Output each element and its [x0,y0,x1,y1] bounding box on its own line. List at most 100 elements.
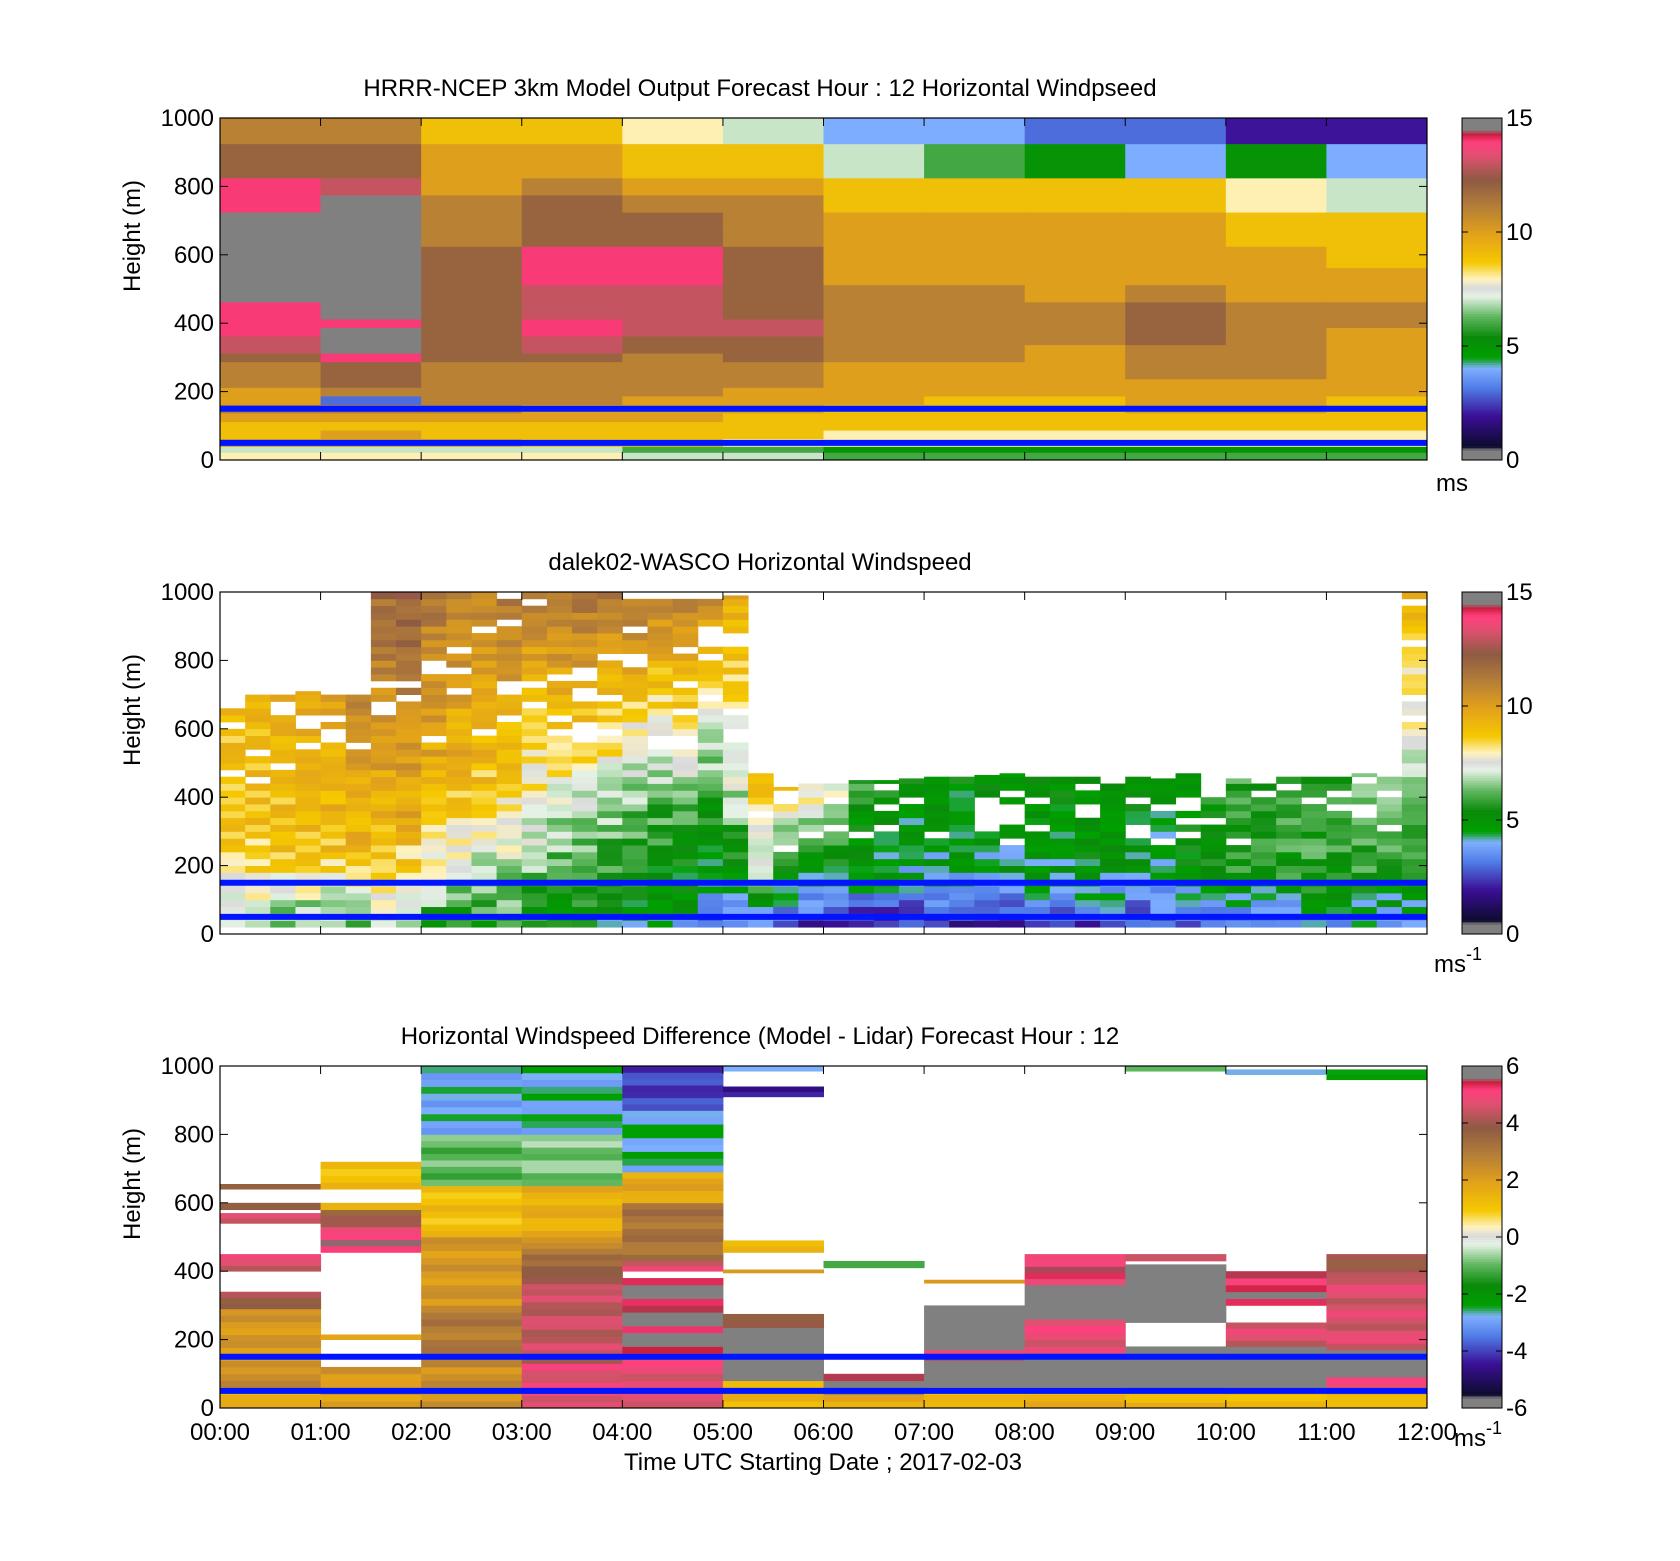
colorbar-swatch [1462,1288,1502,1292]
colorbar-swatch [1462,689,1502,693]
heatmap-cell [370,667,397,675]
heatmap-cell [924,353,1026,363]
heatmap-cell [773,831,799,839]
heatmap-cell [1351,851,1378,860]
heatmap-cell [823,790,850,798]
heatmap-cell [622,776,648,784]
heatmap-cell [245,715,271,723]
heatmap-cell [722,810,749,819]
heatmap-cell [1200,865,1227,873]
heatmap-cell [421,598,447,607]
heatmap-cell [320,1394,422,1402]
heatmap-cell [672,899,699,908]
heatmap-cell [823,177,925,196]
heatmap-cell [370,633,397,641]
heatmap-cell [572,763,598,771]
heatmap-cell [546,756,573,764]
heatmap-cell [270,769,296,778]
heatmap-cell [622,865,648,873]
heatmap-cell [1326,899,1353,908]
panel-difference: Horizontal Windspeed Difference (Model -… [119,1023,1527,1452]
heatmap-cell [446,851,472,860]
heatmap-cell [220,804,246,812]
heatmap-cell [798,817,824,825]
heatmap-cell [345,838,372,846]
heatmap-cell [421,1332,523,1340]
colorbar-swatch [1462,1273,1502,1277]
heatmap-cell [722,126,824,145]
heatmap-cell [823,246,925,260]
heatmap-cell [672,817,699,825]
heatmap-cell [446,824,472,832]
heatmap-cell [823,1380,925,1388]
heatmap-cell [295,899,322,908]
heatmap-cell [999,920,1026,928]
axes-frame [219,117,1428,461]
colorbar-swatch [1462,665,1502,669]
colorbar-swatch [1462,267,1502,271]
heatmap-cell [496,804,523,812]
heatmap-cell [798,886,824,894]
heatmap-cell [320,694,347,702]
heatmap-cell [722,605,749,613]
heatmap-cell [1074,838,1101,846]
colorbar-swatch [1462,264,1502,268]
heatmap-cell [546,872,573,880]
colorbar-swatch [1462,697,1502,701]
heatmap-cell [597,612,623,620]
heatmap-cell [446,790,472,798]
heatmap-cell [823,446,925,453]
heatmap-cell [421,301,523,311]
heatmap-cell [421,1373,523,1382]
heatmap-cell [597,763,623,771]
heatmap-cell [1125,1066,1227,1072]
x-tick-label: 04:00 [592,1419,652,1446]
heatmap-cell [295,776,322,784]
colorbar-swatch [1462,398,1502,402]
heatmap-cell [873,810,900,819]
colorbar-swatch [1462,1293,1502,1297]
heatmap-cell [622,845,648,853]
colorbar-swatch [1462,701,1502,705]
heatmap-cell [1301,865,1327,873]
heatmap-cell [370,790,397,798]
heatmap-cell [521,327,623,337]
heatmap-cell [496,612,523,620]
heatmap-cell [1049,783,1076,791]
heatmap-cell [345,920,372,928]
colorbar-swatch [1462,682,1502,686]
colorbar-swatch [1462,340,1502,344]
heatmap-cell [722,680,749,689]
heatmap-cell [999,872,1026,880]
heatmap-cell [496,749,523,757]
heatmap-cell [622,605,648,613]
heatmap-cell [496,776,523,784]
heatmap-cell [220,1308,322,1316]
heatmap-cell [1024,1319,1126,1327]
heatmap-cell [345,776,372,784]
heatmap-cell [873,886,900,894]
heatmap-cell [672,790,699,798]
heatmap-cell [220,327,322,337]
heatmap-cell [446,845,472,853]
heatmap-cell [597,892,623,901]
heatmap-cell [320,293,422,303]
colorbar-swatch [1462,1202,1502,1206]
heatmap-cell [974,790,1001,798]
heatmap-cell [220,1291,322,1298]
heatmap-cell [622,229,724,247]
heatmap-cell [1301,920,1327,928]
heatmap-cell [722,310,824,320]
heatmap-cell [898,790,925,798]
heatmap-cell [924,361,1026,371]
heatmap-cell [1125,336,1227,346]
heatmap-cell [521,126,623,145]
heatmap-cell [521,769,548,778]
heatmap-cell [1326,446,1428,453]
heatmap-cell [1351,824,1378,832]
colorbar-swatch [1462,223,1502,227]
heatmap-cell [1225,276,1327,286]
heatmap-cell [421,1319,523,1327]
heatmap-cell [1024,920,1051,928]
colorbar-swatch [1462,618,1502,622]
